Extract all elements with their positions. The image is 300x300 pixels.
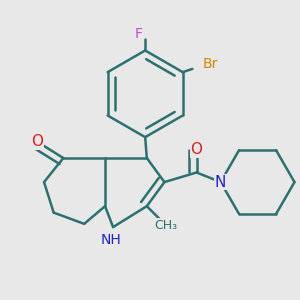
Text: O: O (32, 134, 44, 149)
Text: CH₃: CH₃ (154, 219, 178, 232)
Text: N: N (215, 175, 226, 190)
Text: O: O (190, 142, 202, 158)
Text: Br: Br (202, 57, 218, 71)
Text: F: F (135, 27, 143, 41)
Text: NH: NH (101, 233, 122, 247)
